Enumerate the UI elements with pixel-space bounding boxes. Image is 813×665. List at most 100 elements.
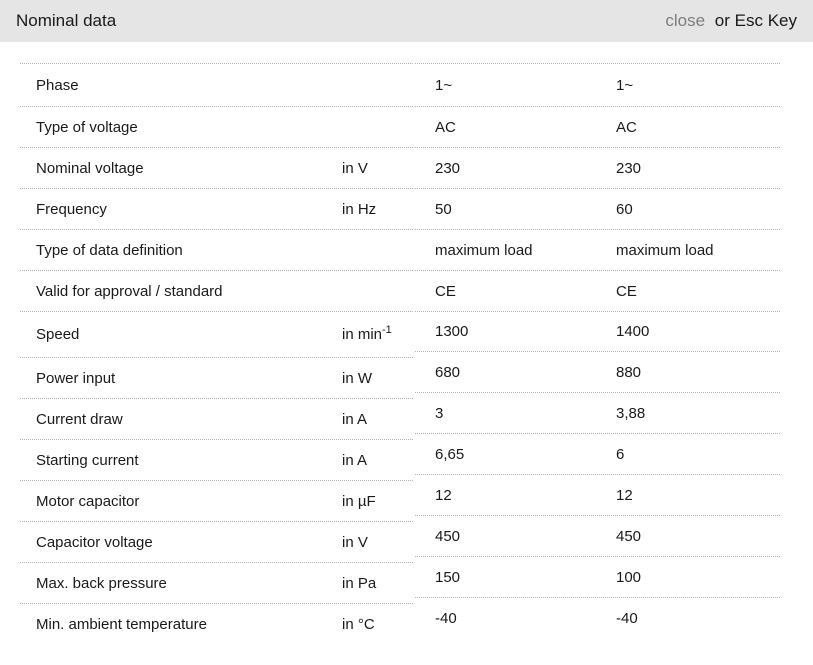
row-value-2: 60 [616,200,633,218]
row-value-2: 6 [616,445,625,463]
unit-text: in W [342,369,372,387]
row-value-2: CE [616,282,637,300]
table-row: 1300 1400 [415,311,780,351]
row-value-1: 6,65 [435,445,465,463]
row-value-1: AC [435,118,456,136]
row-value-1: 230 [435,159,461,177]
row-value-1: -40 [435,609,457,627]
row-unit: in V [342,160,413,177]
table-row: AC AC [415,106,780,147]
row-unit: in V [342,534,413,551]
table-row: Motor capacitor in µF [20,480,413,521]
row-value-1: 50 [435,200,452,218]
table-row: Nominal voltage in V [20,147,413,188]
values-table: 1~ 1~ AC AC 230 230 50 60 maximum load maximum lo… [415,63,780,638]
table-row: 12 12 [415,474,780,515]
table-row: Phase [20,63,413,106]
row-label: Valid for approval / standard [36,282,223,300]
row-value-2: 880 [616,363,642,381]
table-row: Capacitor voltage in V [20,521,413,562]
unit-text: in A [342,410,368,428]
table-row: 450 450 [415,515,780,556]
table-row: Type of data definition [20,229,413,270]
unit-text: in Hz [342,200,377,218]
dialog-title: Nominal data [16,11,117,30]
row-value-2: 230 [616,159,642,177]
table-row: Valid for approval / standard [20,270,413,311]
table-row: maximum load maximum load [415,229,780,270]
row-value-2: maximum load [616,241,714,259]
row-label: Power input [36,369,116,387]
unit-text: in A [342,451,368,469]
row-label: Capacitor voltage [36,533,153,551]
row-value-1: maximum load [435,241,533,259]
row-value-2: 450 [616,527,642,545]
unit-text: in V [342,159,368,177]
row-unit: in µF [342,493,413,510]
row-value-2: 1400 [616,323,650,340]
row-label: Current draw [36,410,123,428]
row-unit: in min-1 [342,324,413,344]
row-value-1: 1~ [435,76,453,94]
row-label: Max. back pressure [36,574,167,592]
unit-text: in min [342,326,383,343]
row-label: Speed [36,326,80,343]
table-row: 50 60 [415,188,780,229]
row-value-2: AC [616,118,637,136]
row-value-2: 1~ [616,76,634,94]
unit-text: in °C [342,615,375,633]
row-unit: in Hz [342,201,413,218]
row-label: Nominal voltage [36,159,144,177]
row-label: Min. ambient temperature [36,615,207,633]
row-label: Type of data definition [36,241,183,259]
unit-superscript: -1 [382,324,392,336]
row-value-2: 3,88 [616,404,646,422]
table-row: Current draw in A [20,398,413,439]
dialog-header: Nominal data close or Esc Key [0,0,813,42]
labels-units-table: Phase Type of voltage Nominal voltage in V F… [20,63,413,644]
row-value-1: 1300 [435,323,469,340]
row-label: Starting current [36,451,139,469]
table-row: Starting current in A [20,439,413,480]
row-label: Type of voltage [36,118,138,136]
row-value-1: 150 [435,568,461,586]
unit-text: in Pa [342,574,377,592]
table-row: 680 880 [415,351,780,392]
row-value-2: 12 [616,486,633,504]
table-row: Speed in min-1 [20,311,413,357]
table-row: -40 -40 [415,597,780,638]
row-value-1: 12 [435,486,452,504]
row-value-1: CE [435,282,456,300]
row-label: Motor capacitor [36,492,140,510]
table-row: 1~ 1~ [415,63,780,106]
row-value-2: -40 [616,609,638,627]
row-value-1: 3 [435,404,444,422]
row-value-1: 450 [435,527,461,545]
unit-text: in µF [342,492,376,510]
table-row: 230 230 [415,147,780,188]
table-row: CE CE [415,270,780,311]
row-unit: in A [342,411,413,428]
esc-key-hint: or Esc Key [714,11,797,30]
table-row: Max. back pressure in Pa [20,562,413,603]
close-area: close or Esc Key [665,11,797,31]
row-unit: in Pa [342,575,413,592]
table-row: 6,65 6 [415,433,780,474]
table-row: 150 100 [415,556,780,597]
table-row: 3 3,88 [415,392,780,433]
row-unit: in W [342,370,413,387]
row-value-1: 680 [435,363,461,381]
row-value-2: 100 [616,568,642,586]
row-unit: in °C [342,616,413,633]
table-row: Type of voltage [20,106,413,147]
spec-tables: Phase Type of voltage Nominal voltage in V F… [20,63,813,644]
row-label: Frequency [36,200,107,218]
table-row: Frequency in Hz [20,188,413,229]
close-button[interactable]: close [665,11,706,30]
unit-text: in V [342,533,368,551]
row-unit: in A [342,452,413,469]
table-row: Power input in W [20,357,413,398]
table-row: Min. ambient temperature in °C [20,603,413,644]
row-label: Phase [36,76,79,94]
